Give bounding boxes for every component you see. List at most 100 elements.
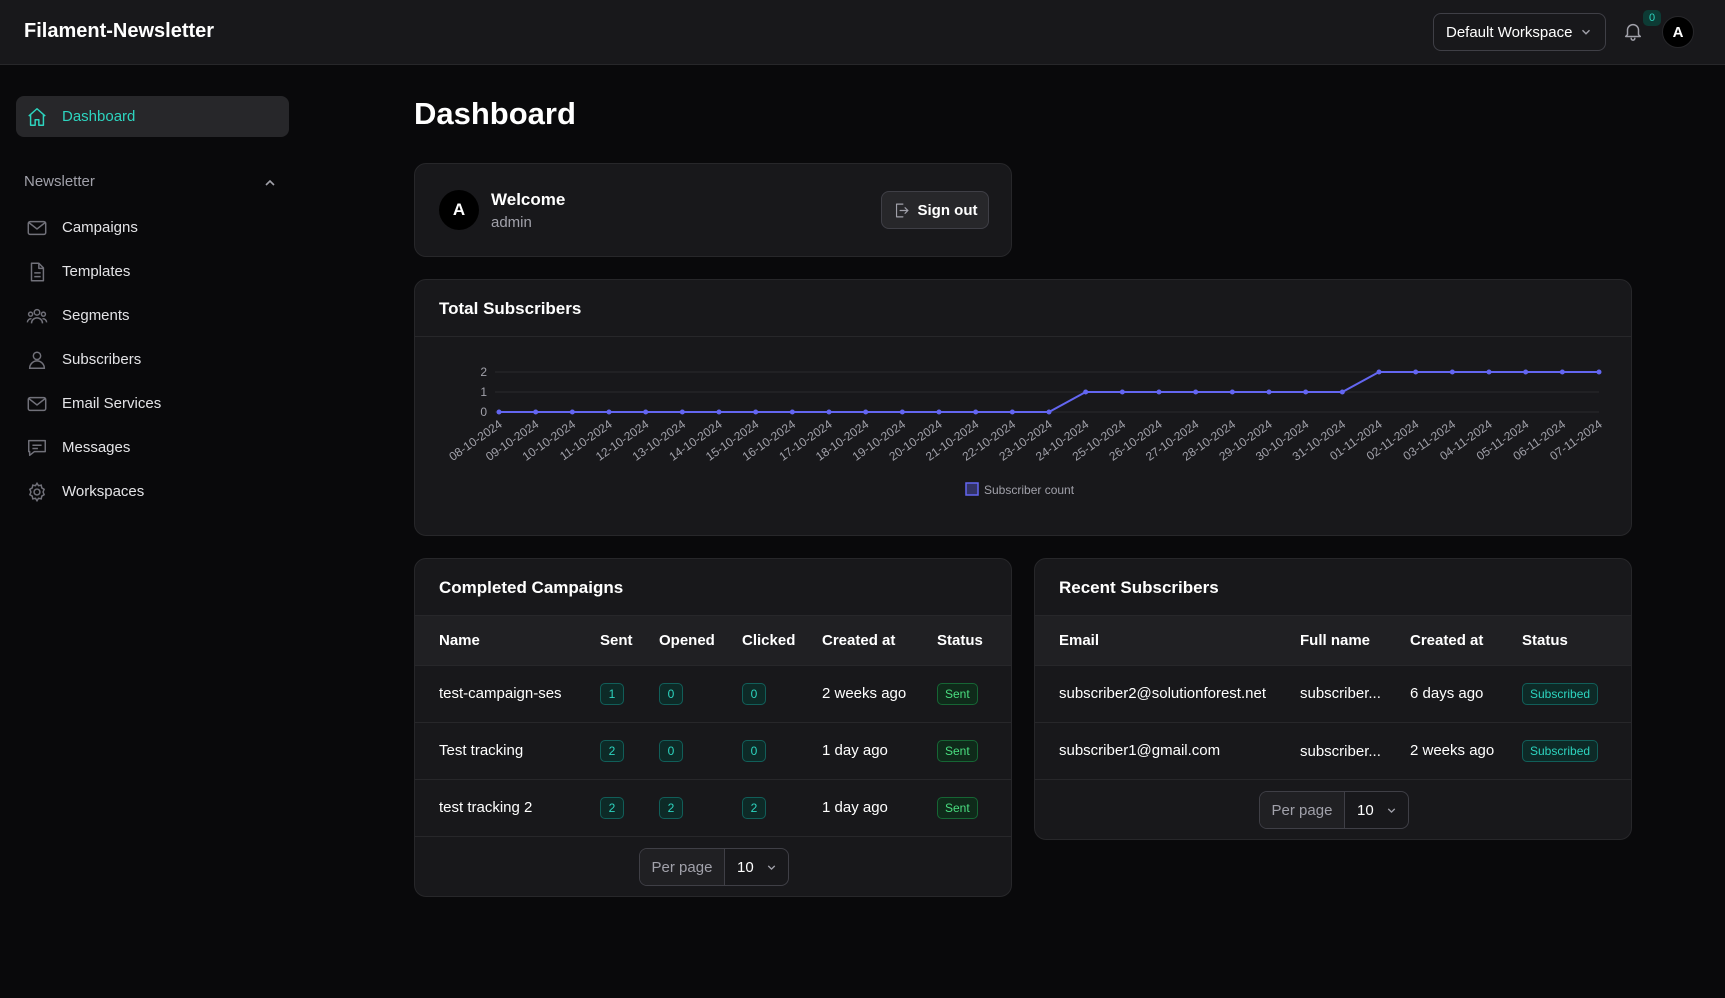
data-point [1119, 389, 1125, 395]
data-point [1339, 389, 1345, 395]
sidebar-item-campaigns[interactable]: Campaigns [16, 207, 289, 248]
subscriber-full-name: subscriber... [1300, 685, 1381, 703]
column-header-opened[interactable]: Opened [659, 631, 715, 649]
per-page-value-text: 10 [1357, 801, 1374, 819]
recent-subscribers-card: Recent Subscribers Email Full name Creat… [1034, 558, 1632, 840]
sidebar-item-email-services[interactable]: Email Services [16, 383, 289, 424]
column-header-full-name[interactable]: Full name [1300, 631, 1371, 649]
opened-count-badge: 2 [659, 796, 683, 819]
subscribers-table: Email Full name Created at Status subscr… [1035, 616, 1631, 779]
clicked-count-badge: 2 [742, 796, 766, 819]
chevron-down-icon [1582, 29, 1590, 35]
per-page-value[interactable]: 10 [1345, 792, 1408, 828]
per-page-select[interactable]: Per page 10 [639, 848, 789, 886]
per-page-label: Per page [640, 849, 725, 885]
per-page-select[interactable]: Per page 10 [1259, 791, 1409, 829]
subscribers-title: Recent Subscribers [1059, 578, 1219, 597]
chart-title: Total Subscribers [439, 299, 582, 318]
per-page-value-text: 10 [737, 858, 754, 876]
y-tick-label: 0 [480, 405, 487, 419]
envelope-icon [27, 396, 47, 411]
welcome-card: A Welcome admin Sign out [414, 163, 1012, 257]
created-at: 1 day ago [822, 799, 888, 817]
column-header-name[interactable]: Name [439, 631, 480, 649]
envelope-icon [27, 220, 47, 235]
data-point [496, 409, 502, 415]
top-bar: Filament-Newsletter Default Workspace 0 … [0, 0, 1725, 65]
table-header-row: Name Sent Opened Clicked Created at Stat… [415, 616, 1011, 665]
campaigns-pagination: Per page 10 [415, 836, 1011, 896]
subscriber-email: subscriber2@solutionforest.net [1059, 685, 1266, 702]
welcome-title: Welcome [491, 190, 566, 209]
data-point [826, 409, 832, 415]
data-point [716, 409, 722, 415]
chevron-up-icon[interactable] [262, 175, 278, 191]
status-badge: Subscribed [1522, 739, 1599, 762]
table-header-row: Email Full name Created at Status [1035, 616, 1631, 665]
data-point [1559, 369, 1565, 375]
workspace-select[interactable]: Default Workspace [1433, 13, 1606, 51]
opened-count-badge: 0 [659, 682, 683, 705]
y-tick-label: 1 [480, 385, 487, 399]
data-point [899, 409, 905, 415]
column-header-email[interactable]: Email [1059, 631, 1100, 649]
data-point [936, 409, 942, 415]
per-page-value[interactable]: 10 [725, 849, 788, 885]
column-header-created-at[interactable]: Created at [1410, 631, 1484, 649]
status-badge: Subscribed [1522, 682, 1599, 705]
data-point [863, 409, 869, 415]
user-avatar[interactable]: A [1662, 16, 1694, 48]
app-title[interactable]: Filament-Newsletter [24, 20, 215, 42]
sidebar-item-workspaces[interactable]: Workspaces [16, 471, 289, 512]
campaign-name: Test tracking [439, 742, 524, 759]
table-row[interactable]: subscriber2@solutionforest.net subscribe… [1035, 665, 1631, 722]
data-point [1449, 369, 1455, 375]
column-header-status[interactable]: Status [937, 631, 983, 649]
sidebar-item-label: Segments [62, 307, 130, 324]
sidebar-item-dashboard[interactable]: Dashboard [16, 96, 289, 137]
sidebar-item-subscribers[interactable]: Subscribers [16, 339, 289, 380]
subscriber-email: subscriber1@gmail.com [1059, 742, 1221, 760]
sidebar-item-label: Templates [62, 263, 131, 280]
avatar: A [439, 190, 479, 230]
sign-out-button[interactable]: Sign out [881, 191, 989, 229]
sidebar-item-segments[interactable]: Segments [16, 295, 289, 336]
y-tick-label: 2 [480, 365, 487, 379]
document-icon [30, 262, 45, 281]
data-point [1376, 369, 1382, 375]
table-row[interactable]: test tracking 2 2 2 2 1 day ago Sent [415, 779, 1011, 836]
data-point [1266, 389, 1272, 395]
data-point [753, 409, 759, 415]
created-at: 2 weeks ago [822, 685, 907, 702]
completed-campaigns-card: Completed Campaigns Name Sent Opened Cli… [414, 558, 1012, 897]
data-point [789, 409, 795, 415]
data-point [1083, 389, 1089, 395]
created-at: 2 weeks ago [1410, 742, 1495, 760]
campaigns-title: Completed Campaigns [439, 578, 624, 597]
chart-card-header: Total Subscribers [415, 280, 1631, 337]
status-badge: Sent [937, 739, 978, 762]
data-point [1303, 389, 1309, 395]
column-header-clicked[interactable]: Clicked [742, 631, 796, 649]
per-page-label: Per page [1260, 792, 1345, 828]
column-header-sent[interactable]: Sent [600, 631, 633, 649]
page-title: Dashboard [414, 96, 576, 131]
data-point [1486, 369, 1492, 375]
table-row[interactable]: test-campaign-ses 1 0 0 2 weeks ago Sent [415, 665, 1011, 722]
user-group-icon [26, 308, 48, 323]
data-point [1229, 389, 1235, 395]
column-header-status[interactable]: Status [1522, 631, 1568, 649]
data-point [1156, 389, 1162, 395]
data-point [606, 409, 612, 415]
column-header-created-at[interactable]: Created at [822, 631, 896, 649]
data-point [1193, 389, 1199, 395]
sidebar-item-messages[interactable]: Messages [16, 427, 289, 468]
status-badge: Sent [937, 796, 978, 819]
sidebar-item-templates[interactable]: Templates [16, 251, 289, 292]
table-row[interactable]: Test tracking 2 0 0 1 day ago Sent [415, 722, 1011, 779]
bell-icon[interactable] [1622, 20, 1644, 42]
legend-swatch [965, 482, 979, 496]
notification-count-badge: 0 [1643, 10, 1661, 26]
data-point [1523, 369, 1529, 375]
table-row[interactable]: subscriber1@gmail.com subscriber... 2 we… [1035, 722, 1631, 779]
